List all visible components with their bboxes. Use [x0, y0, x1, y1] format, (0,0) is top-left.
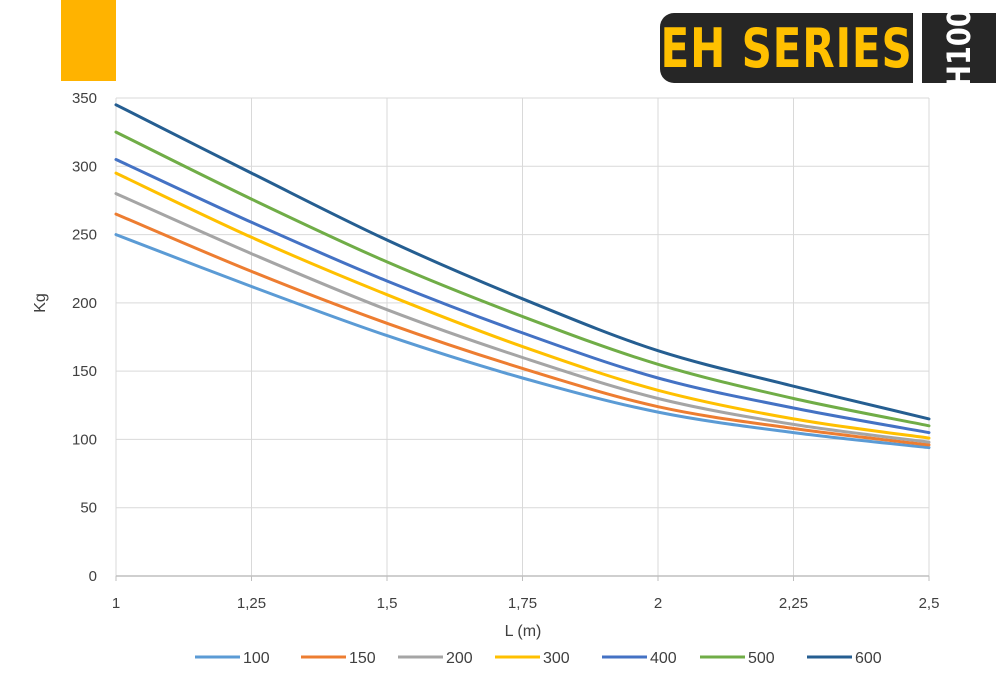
x-tick-label: 1 — [112, 595, 120, 612]
y-tick-label: 250 — [72, 227, 97, 244]
x-axis-title: L (m) — [505, 623, 542, 640]
series-line-200 — [114, 192, 931, 444]
legend-label-500: 500 — [748, 650, 775, 667]
brand-title: EH SERIES — [660, 16, 913, 80]
series-line-400 — [114, 158, 931, 435]
series-line-300 — [114, 171, 931, 440]
series-line-150 — [114, 212, 931, 447]
legend-label-200: 200 — [446, 650, 473, 667]
y-tick-label: 50 — [80, 500, 97, 517]
y-tick-label: 200 — [72, 295, 97, 312]
series-line-100 — [114, 233, 931, 450]
x-tick-label: 1,25 — [237, 595, 266, 612]
legend-label-600: 600 — [855, 650, 882, 667]
x-tick-label: 2,25 — [779, 595, 808, 612]
y-axis-title: Kg — [32, 293, 49, 313]
legend-label-400: 400 — [650, 650, 677, 667]
accent-bar — [61, 0, 116, 81]
x-tick-label: 1,5 — [377, 595, 398, 612]
legend-label-100: 100 — [243, 650, 270, 667]
chart-grid — [115, 97, 930, 576]
brand-badge: EH SERIES — [660, 13, 913, 83]
series-line-500 — [114, 130, 931, 428]
chart-series — [114, 103, 931, 450]
x-tick-label: 2 — [654, 595, 662, 612]
y-tick-label: 150 — [72, 363, 97, 380]
chart-legend: 100 150 200 300 400 500 600 — [195, 650, 882, 667]
y-tick-label: 300 — [72, 158, 97, 175]
y-tick-label: 350 — [72, 90, 97, 107]
x-tick-label: 2,5 — [919, 595, 940, 612]
legend-label-150: 150 — [349, 650, 376, 667]
y-tick-label: 0 — [89, 568, 97, 585]
legend-label-300: 300 — [543, 650, 570, 667]
model-badge: H100 — [922, 8, 996, 88]
series-line-600 — [114, 103, 931, 421]
y-tick-label: 100 — [72, 431, 97, 448]
chart-axes: 0 50 100 150 200 250 300 350 1 1,25 1,5 1,75 2 2,25 2,… — [72, 90, 939, 612]
x-tick-label: 1,75 — [508, 595, 537, 612]
